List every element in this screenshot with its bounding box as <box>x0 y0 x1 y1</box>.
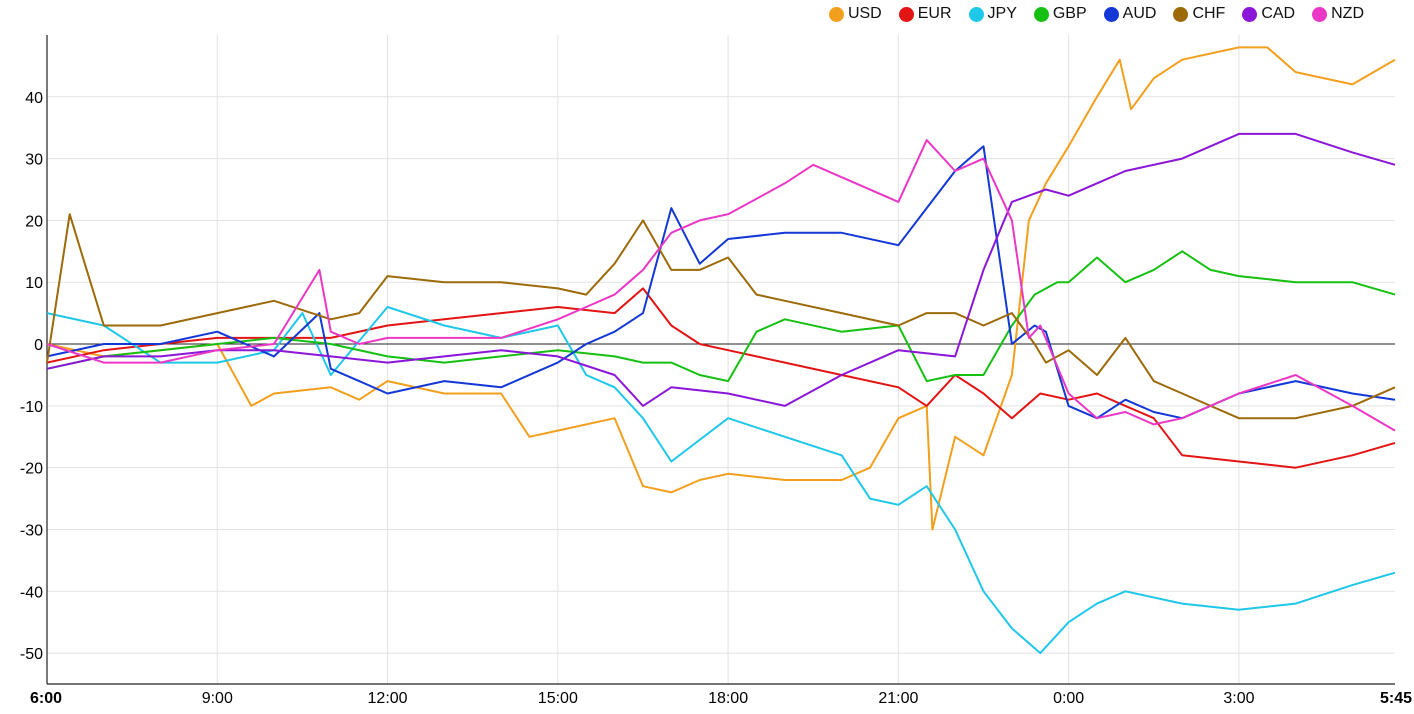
legend-label: AUD <box>1122 5 1157 22</box>
legend-item-cad[interactable]: CAD <box>1242 5 1295 23</box>
legend-label: GBP <box>1052 5 1087 22</box>
y-tick-label: -30 <box>20 522 43 539</box>
legend-item-gbp[interactable]: GBP <box>1033 5 1087 23</box>
x-tick-labels: 6:00 9:00 12:00 15:00 18:00 21:00 0:00 3:00 5:45 <box>30 690 1412 707</box>
legend-swatch <box>828 6 844 22</box>
series-line-eur <box>46 287 1396 469</box>
x-tick-label: 6:00 <box>30 690 62 707</box>
legend: USD EUR JPY GBP AUD CHF CAD NZD <box>812 5 1364 23</box>
legend-label: CHF <box>1192 5 1226 22</box>
series-line-gbp <box>46 250 1396 383</box>
series-lines <box>46 46 1396 655</box>
y-tick-label: -40 <box>20 584 43 601</box>
legend-item-aud[interactable]: AUD <box>1103 5 1157 23</box>
legend-item-eur[interactable]: EUR <box>898 5 952 23</box>
y-tick-label: 0 <box>34 337 43 354</box>
series-line-jpy <box>46 306 1396 655</box>
y-tick-label: 40 <box>25 90 43 107</box>
x-tick-label: 15:00 <box>538 690 578 707</box>
axes <box>46 35 1395 685</box>
y-tick-label: 30 <box>25 152 43 169</box>
y-tick-label: -20 <box>20 461 43 478</box>
y-tick-labels: -50 -40 -30 -20 -10 0 10 20 30 40 <box>20 90 43 663</box>
x-tick-label: 21:00 <box>878 690 918 707</box>
legend-label: CAD <box>1261 5 1296 22</box>
legend-label: NZD <box>1331 5 1364 22</box>
x-tick-label: 0:00 <box>1053 690 1084 707</box>
legend-label: USD <box>847 5 882 22</box>
y-tick-label: -50 <box>20 646 43 663</box>
legend-item-chf[interactable]: CHF <box>1173 5 1225 23</box>
x-tick-label: 18:00 <box>708 690 748 707</box>
legend-swatch <box>1312 6 1328 22</box>
legend-swatch <box>1033 6 1049 22</box>
legend-item-jpy[interactable]: JPY <box>968 5 1017 23</box>
series-line-usd <box>46 46 1396 531</box>
legend-item-nzd[interactable]: NZD <box>1312 5 1364 23</box>
series-line-chf <box>46 213 1396 420</box>
legend-swatch <box>1242 6 1258 22</box>
legend-swatch <box>1103 6 1119 22</box>
x-tick-label: 9:00 <box>202 690 233 707</box>
legend-swatch <box>968 6 984 22</box>
series-line-nzd <box>46 139 1396 432</box>
x-tick-label: 5:45 <box>1380 690 1412 707</box>
legend-item-usd[interactable]: USD <box>828 5 882 23</box>
y-tick-label: 20 <box>25 213 43 230</box>
series-line-aud <box>46 145 1396 420</box>
legend-label: JPY <box>987 5 1017 22</box>
series-line-cad <box>46 132 1396 407</box>
legend-swatch <box>1173 6 1189 22</box>
gridlines <box>47 35 1395 684</box>
y-tick-label: -10 <box>20 399 43 416</box>
x-tick-label: 3:00 <box>1223 690 1254 707</box>
x-tick-label: 12:00 <box>368 690 408 707</box>
legend-swatch <box>898 6 914 22</box>
legend-label: EUR <box>917 5 952 22</box>
y-tick-label: 10 <box>25 275 43 292</box>
